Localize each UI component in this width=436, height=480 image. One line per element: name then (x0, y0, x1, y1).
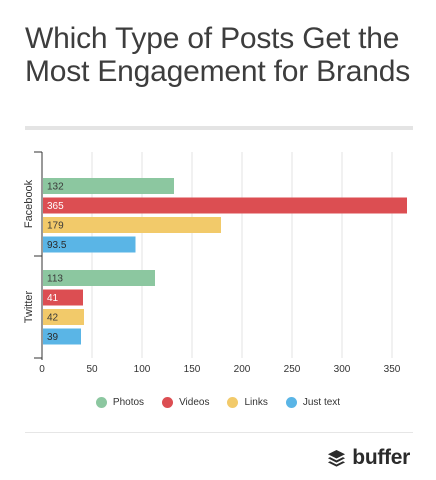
category-label: Facebook (23, 179, 35, 228)
brand-logo: buffer (327, 446, 410, 470)
legend-item: Videos (162, 396, 210, 408)
data-label: 365 (47, 201, 64, 212)
legend-swatch (162, 396, 174, 408)
bar-videos (43, 289, 83, 306)
x-tick-label: 350 (384, 364, 401, 375)
x-tick-label: 250 (284, 364, 301, 375)
legend-label: Photos (112, 396, 145, 408)
legend-item: Links (227, 396, 268, 408)
x-tick-label: 0 (39, 364, 45, 375)
x-tick-label: 100 (134, 364, 151, 375)
legend-item: Photos (95, 396, 145, 408)
footer-divider (25, 432, 413, 433)
data-label: 41 (47, 293, 59, 304)
legend-label: Videos (179, 396, 210, 408)
bar-videos (43, 197, 407, 214)
legend-item: Just text (285, 396, 341, 408)
legend-label: Just text (302, 396, 341, 408)
legend-swatch (95, 396, 107, 408)
data-label: 132 (47, 182, 64, 193)
bar-chart: 0 50 100 150 200 250 300 350 132 365 179 93.5 Facebo… (23, 151, 407, 375)
x-tick-label: 200 (234, 364, 251, 375)
buffer-layers-icon (328, 449, 346, 467)
bar-photos (43, 270, 155, 286)
brand-name: buffer (352, 446, 410, 469)
legend-swatch (285, 396, 297, 408)
data-label: 42 (47, 313, 59, 324)
x-tick-label: 150 (184, 364, 201, 375)
chart-legend: Photos Videos Links Just text (0, 393, 436, 411)
data-label: 39 (47, 332, 59, 343)
bar-links (43, 217, 221, 233)
data-label: 179 (47, 221, 64, 232)
chart-title: Which Type of Posts Get the Most Engagem… (25, 22, 411, 88)
x-tick-label: 50 (86, 364, 98, 375)
data-label: 93.5 (47, 240, 67, 251)
title-divider (25, 126, 413, 130)
legend-label: Links (244, 396, 268, 408)
category-label: Twitter (23, 290, 35, 323)
bar-just-text (43, 236, 136, 253)
legend-swatch (227, 396, 239, 408)
bar-links (43, 309, 84, 325)
x-tick-label: 300 (334, 364, 351, 375)
bar-photos (43, 178, 174, 194)
data-label: 113 (47, 274, 63, 285)
bar-just-text (43, 328, 81, 345)
